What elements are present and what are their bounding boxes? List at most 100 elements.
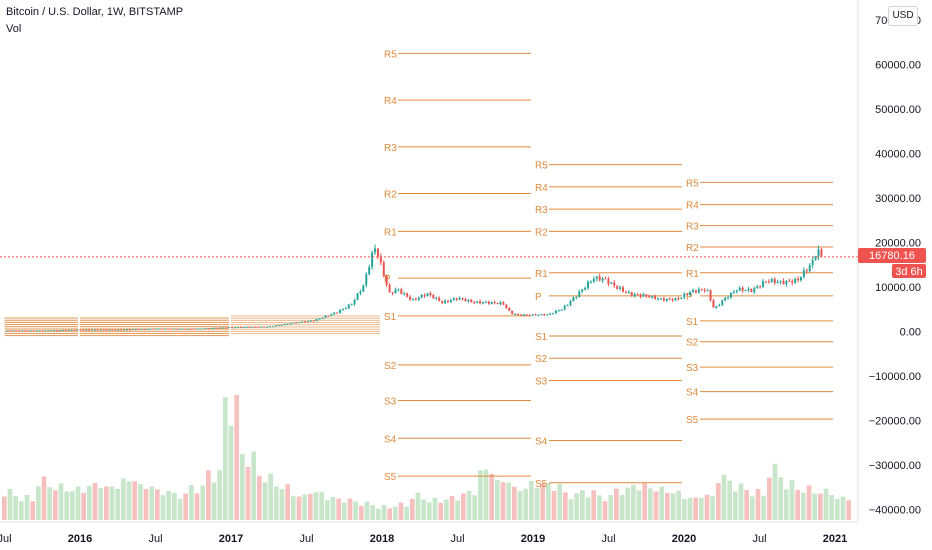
candle-body [484,301,487,303]
candle-body [747,288,750,291]
volume-bar [353,501,358,520]
volume-bar [421,499,426,520]
pivot-levels: R5 R4 R3 R2 R1 P S1 S2 S3 S4 S5 R5 R4 R3 R2 R1 P S1 S2 S3 S4… [384,49,833,490]
time-tick-label: Jul [148,533,162,545]
candle-body [29,330,32,332]
candle-body [729,292,732,298]
volume-bar [676,490,681,520]
volume-bar [92,482,98,520]
candle-body [344,308,347,310]
volume-bar [217,470,222,520]
candle-body [814,256,817,260]
candle-body [694,290,697,293]
pivot-label: S5 [384,472,397,483]
pivot-label: R1 [686,269,699,280]
candle-body [531,314,534,316]
candle-body [102,329,105,331]
volume-bar [778,477,783,520]
candle-body [692,290,695,292]
time-scale[interactable]: Jul 2016 Jul 2017 Jul 2018 Jul 2019 Jul 2020 Jul 20… [0,533,847,545]
candle-body [473,302,476,304]
volume-bar [580,490,585,520]
volume-bar [801,492,806,520]
volume-bar [733,491,738,520]
volume-bar [653,491,659,520]
volume-bar [274,486,279,520]
candle-body [633,294,636,297]
candle-body [417,297,420,300]
candle-body [619,287,622,289]
volume-bar [546,482,551,520]
candle-body [85,329,88,331]
volume-bar [115,488,120,520]
candle-body [9,330,12,332]
pivot-label: P [686,292,693,303]
price-tick-label: 10000.00 [875,282,921,294]
candle-body [808,265,811,272]
candle-body [639,294,642,297]
volume-bar [285,484,290,520]
candle-body [126,329,129,331]
volume-bar [98,488,103,520]
price-candles [6,244,823,332]
last-price-tag[interactable]: 16780.16 3d 6h [858,248,926,278]
candle-body [216,327,219,329]
price-scale[interactable]: −40000.00 −30000.00 −20000.00 −10000.00 0.00… [869,15,921,517]
candle-body [315,319,318,321]
candle-body [41,330,44,332]
candle-body [152,328,155,330]
candle-body [222,327,225,329]
candle-body [79,329,82,331]
volume-bar [313,492,319,520]
volume-bar [472,495,477,520]
currency-button[interactable]: USD [888,6,918,26]
candle-body [166,328,169,330]
volume-bar [795,489,800,520]
volume-bar [738,483,744,520]
volume-bar [177,498,183,520]
candle-body [312,320,315,322]
pivot-label: S5 [686,415,699,426]
candle-body [73,329,76,331]
candle-body [709,290,712,301]
candle-body [470,299,473,303]
candle-body [779,280,782,282]
volume-bar [75,486,81,520]
candle-body [589,281,592,283]
candle-body [385,276,388,285]
volume-bar [750,496,755,520]
candle-body [190,328,193,330]
candle-body [6,330,9,332]
volume-bar [478,470,483,520]
time-tick-label: 2016 [68,533,92,545]
volume-bar [36,486,41,520]
pivot-label: S4 [686,388,699,399]
volume-bar [245,467,251,520]
candle-body [336,312,339,314]
volume-bar [767,477,772,520]
candle-body [198,328,201,330]
candle-body [289,323,292,325]
volume-bar [591,490,596,520]
volume-bar [784,489,789,520]
volume-bar [563,492,568,520]
last-price-tag-background [858,248,926,263]
candle-body [397,289,400,291]
volume-bar [364,501,370,520]
candle-body [464,299,467,302]
pivot-label: S3 [535,376,548,387]
candle-body [697,289,700,293]
candle-body [802,270,805,277]
candle-body [324,315,327,318]
volume-bar [517,491,523,520]
volume-bar [670,493,676,520]
bar-countdown: 3d 6h [895,266,923,278]
volume-bar [761,495,766,520]
candle-body [187,328,190,330]
candle-body [201,328,204,330]
candle-body [91,329,94,331]
volume-bar [449,495,455,520]
volume-bar [466,490,472,520]
candle-body [271,326,274,328]
